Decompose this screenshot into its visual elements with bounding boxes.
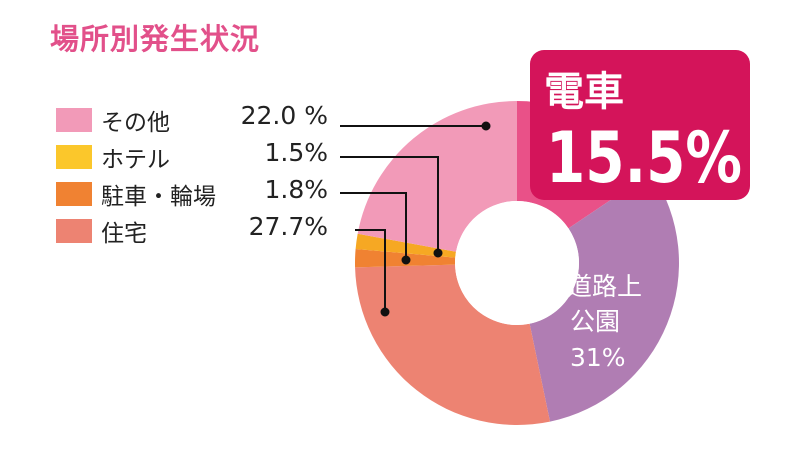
slice-label-road-line1: 道路上: [567, 272, 642, 301]
legend-item-other: その他: [56, 103, 170, 137]
legend-item-parking: 駐車・輪場: [56, 177, 216, 211]
value-label-other: 22.0 %: [240, 101, 328, 130]
value-label-house: 27.7%: [248, 212, 328, 241]
slice-label-road-line2: 公園: [570, 307, 620, 336]
leader-line-house: [355, 229, 386, 312]
legend-swatch-parking: [56, 182, 92, 206]
legend-label-parking: 駐車・輪場: [101, 184, 216, 210]
legend-label-house: 住宅: [101, 221, 147, 247]
legend-swatch-house: [56, 219, 92, 243]
legend-swatch-hotel: [56, 145, 92, 169]
value-label-hotel: 1.5%: [264, 138, 328, 167]
leader-dot-parking: [401, 255, 411, 265]
donut-slice-2: [355, 264, 551, 425]
callout-box-train: [530, 50, 750, 200]
donut-slice-1: [529, 172, 679, 422]
leader-lines: [340, 121, 491, 317]
leader-line-hotel: [340, 156, 439, 253]
legend-swatch-other: [56, 108, 92, 132]
chart-title: 場所別発生状況: [50, 22, 261, 56]
legend-label-other: その他: [101, 110, 170, 136]
donut-hole: [455, 201, 579, 325]
leader-dot-hotel: [433, 248, 443, 258]
slice-value-road: 31%: [570, 343, 626, 372]
value-label-parking: 1.8%: [264, 175, 328, 204]
leader-line-parking: [340, 192, 407, 260]
slice-label-train: 電車: [544, 69, 624, 115]
legend-item-house: 住宅: [56, 214, 147, 248]
leader-dot-house: [380, 307, 390, 317]
legend-item-hotel: ホテル: [56, 140, 170, 174]
leader-dot-other: [481, 121, 491, 131]
slice-value-train: 15.5%: [546, 117, 742, 199]
legend-label-hotel: ホテル: [101, 147, 170, 173]
